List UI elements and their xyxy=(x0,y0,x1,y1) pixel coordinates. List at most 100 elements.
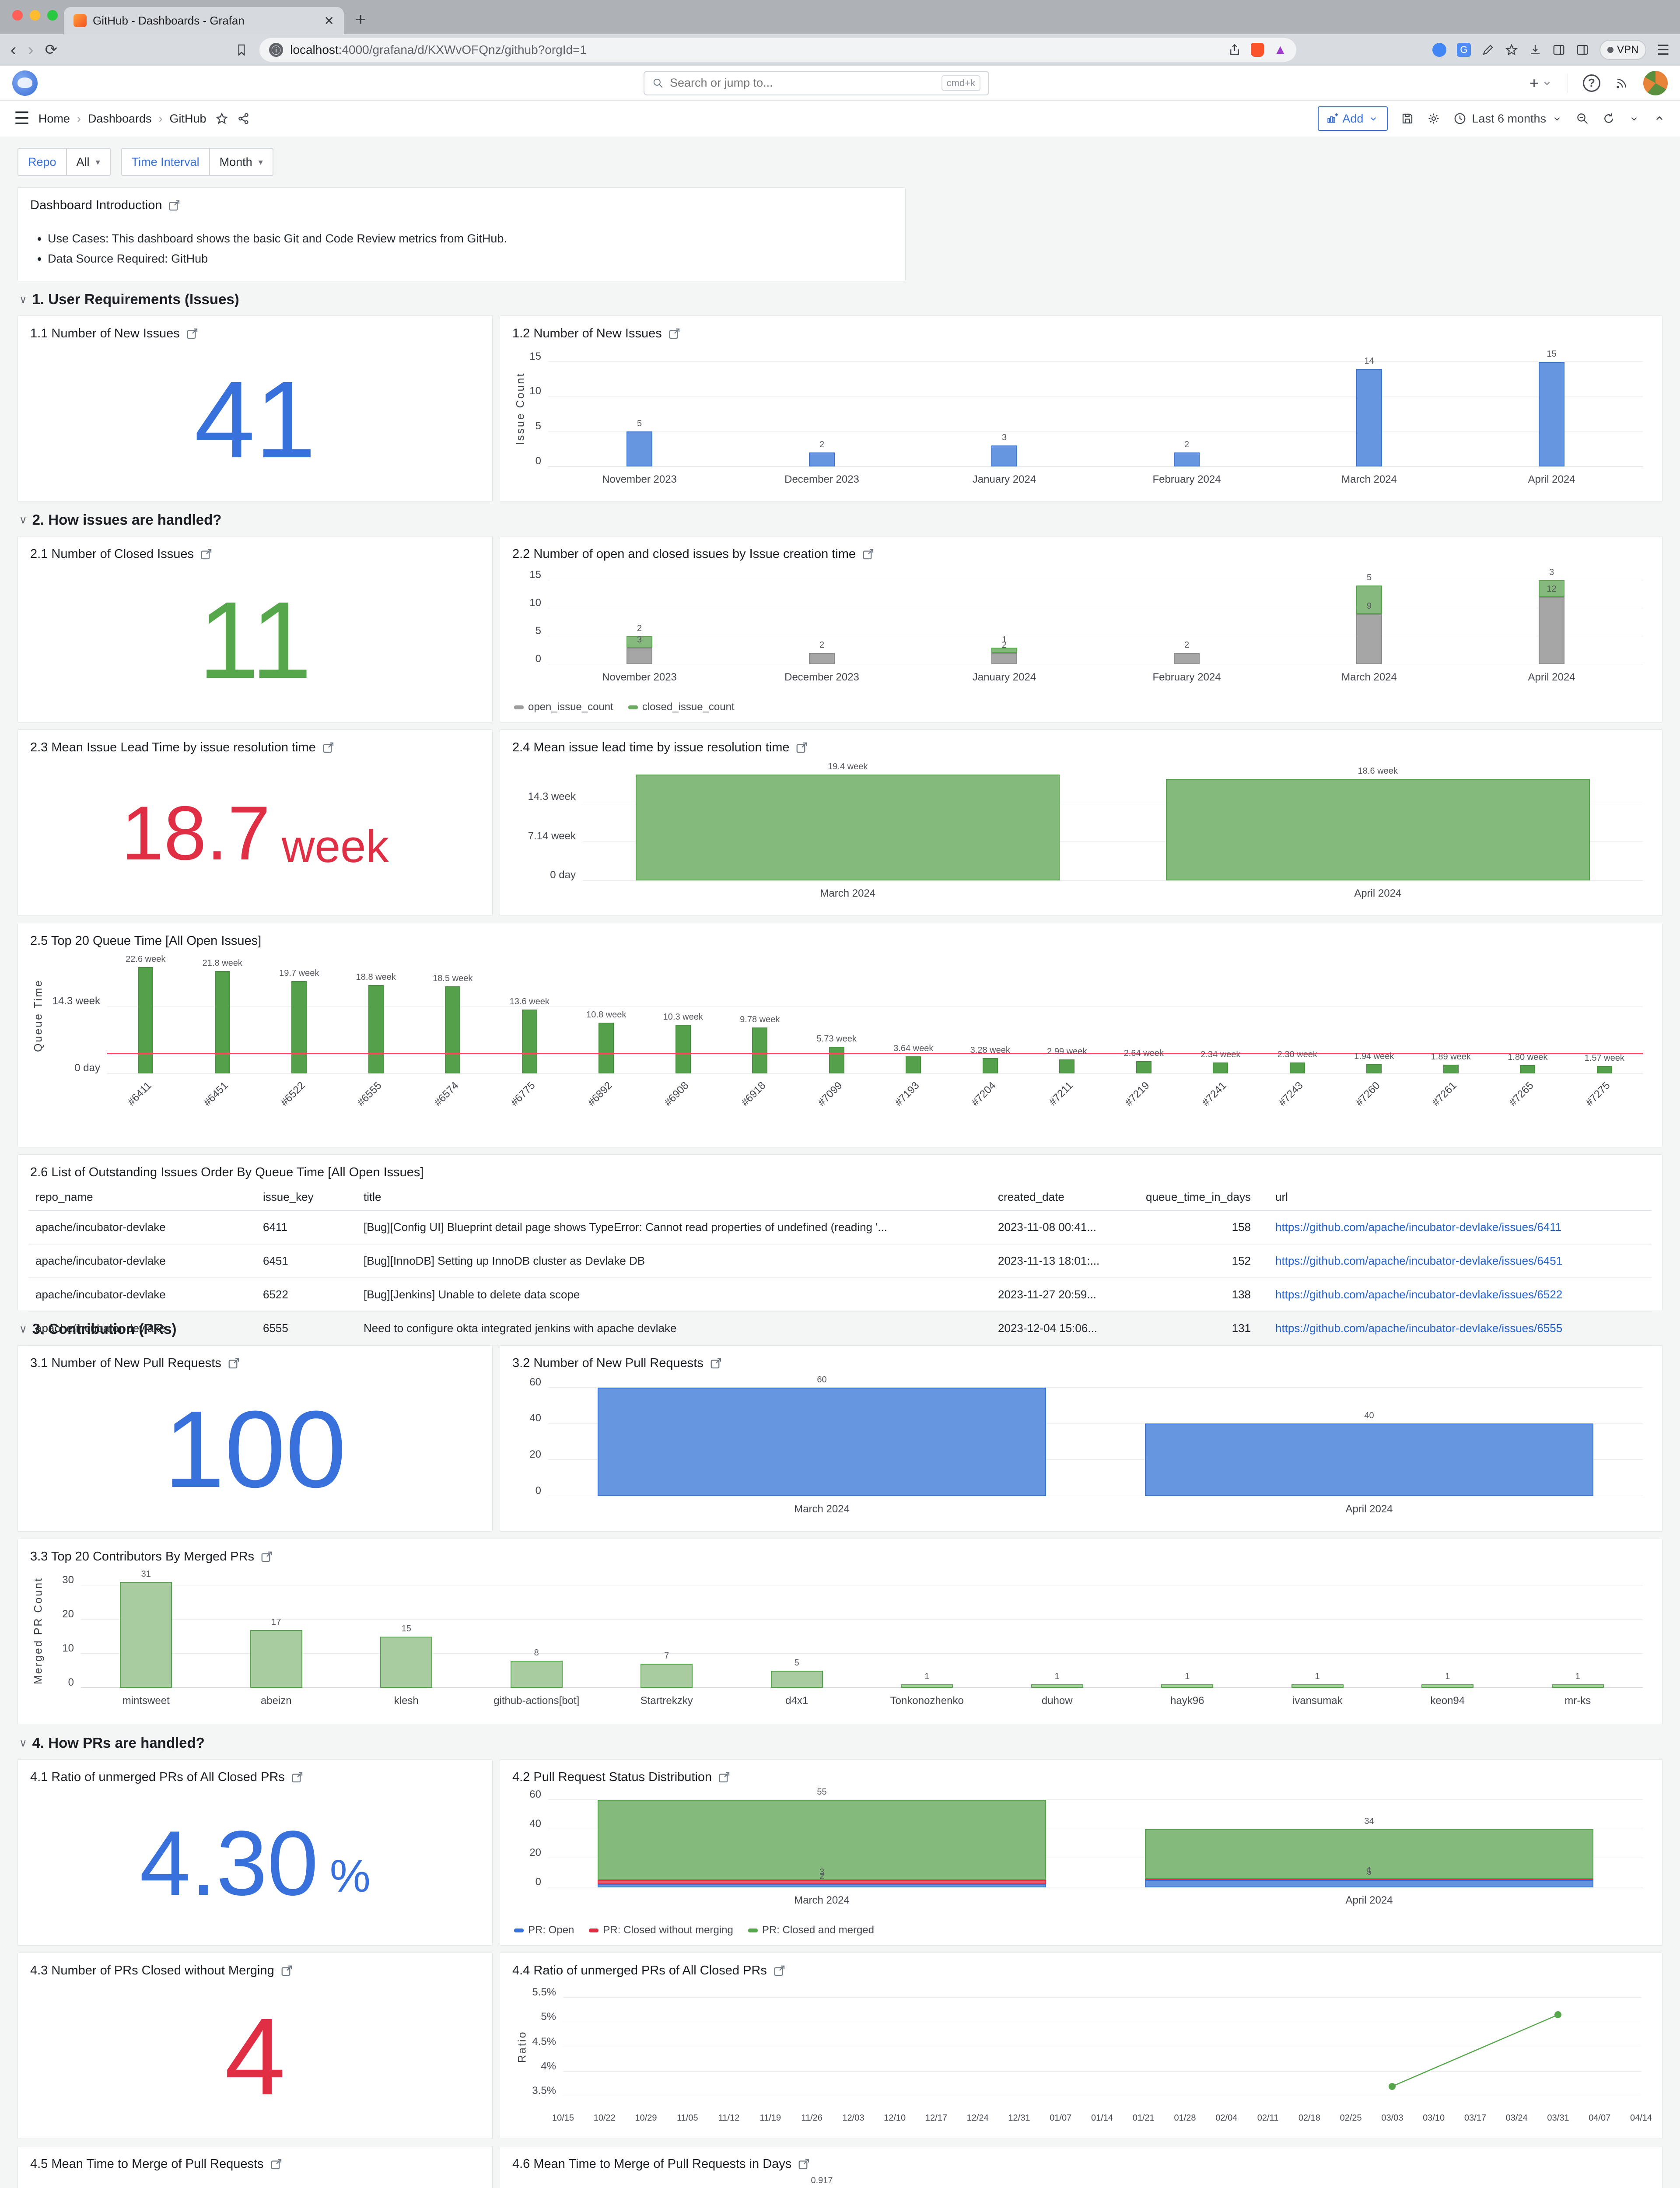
panel-title[interactable]: 2.2 Number of open and closed issues by … xyxy=(511,544,1652,566)
new-menu-button[interactable]: + xyxy=(1530,74,1553,92)
external-link-icon[interactable] xyxy=(795,741,808,754)
legend-item[interactable]: PR: Closed and merged xyxy=(748,1924,874,1936)
panel-title[interactable]: 2.3 Mean Issue Lead Time by issue resolu… xyxy=(28,738,482,759)
extension-triangle-icon[interactable]: ▲ xyxy=(1274,42,1287,57)
panel-title[interactable]: 2.5 Top 20 Queue Time [All Open Issues] xyxy=(30,934,262,948)
panel-title[interactable]: 2.4 Mean issue lead time by issue resolu… xyxy=(511,738,1652,759)
panel-title[interactable]: 1.1 Number of New Issues xyxy=(28,324,482,345)
news-icon[interactable] xyxy=(1615,77,1628,90)
breadcrumb-github[interactable]: GitHub xyxy=(169,112,206,125)
breadcrumb-home[interactable]: Home xyxy=(38,112,70,125)
bar-chart-queue-time: 22.6 week 21.8 week 19.7 week 18.8 week 18.5… xyxy=(28,953,1652,1139)
issue-link[interactable]: https://github.com/apache/incubator-devl… xyxy=(1275,1322,1563,1335)
bar-segment xyxy=(640,1664,693,1688)
variable-repo-label: Repo xyxy=(18,148,66,176)
grafana-logo[interactable] xyxy=(12,70,38,96)
panel-title[interactable]: 2.1 Number of Closed Issues xyxy=(28,544,482,566)
variable-repo-select[interactable]: All ▾ xyxy=(66,148,111,176)
legend-item[interactable]: closed_issue_count xyxy=(628,701,735,713)
time-range-picker[interactable]: Last 6 months xyxy=(1453,112,1563,126)
variable-interval-select[interactable]: Month ▾ xyxy=(209,148,273,176)
panel-title[interactable]: 4.1 Ratio of unmerged PRs of All Closed … xyxy=(28,1767,482,1789)
external-link-icon[interactable] xyxy=(228,1357,241,1370)
close-window-button[interactable] xyxy=(12,10,23,21)
save-dashboard-icon[interactable] xyxy=(1401,112,1414,125)
panel-title[interactable]: 1.2 Number of New Issues xyxy=(511,324,1652,345)
address-bar[interactable]: ⓘ localhost:4000/grafana/d/KXWvOFQnz/git… xyxy=(259,38,1297,62)
zoom-out-icon[interactable] xyxy=(1576,112,1589,125)
refresh-icon[interactable] xyxy=(1602,112,1615,125)
share-page-icon[interactable] xyxy=(1228,43,1241,56)
site-info-icon[interactable]: ⓘ xyxy=(269,43,284,57)
dashboard-settings-icon[interactable] xyxy=(1427,112,1440,125)
forward-icon[interactable]: › xyxy=(28,40,34,60)
issue-link[interactable]: https://github.com/apache/incubator-devl… xyxy=(1275,1220,1562,1234)
panel-title[interactable]: 4.3 Number of PRs Closed without Merging xyxy=(28,1961,482,1982)
reload-icon[interactable]: ⟳ xyxy=(45,42,58,58)
browser-menu-icon[interactable]: ☰ xyxy=(1657,42,1670,58)
avatar[interactable] xyxy=(1643,70,1668,95)
favorite-star-icon[interactable] xyxy=(215,112,228,125)
table-header-row[interactable]: repo_name issue_key title created_date q… xyxy=(28,1184,1652,1211)
external-link-icon[interactable] xyxy=(168,199,181,212)
section-4-header[interactable]: ∨ 4. How PRs are handled? xyxy=(19,1735,205,1751)
extension-icon[interactable] xyxy=(1432,43,1446,57)
download-icon[interactable] xyxy=(1529,43,1542,56)
sidebar-icon[interactable] xyxy=(1552,43,1565,56)
menu-toggle-icon[interactable]: ☰ xyxy=(14,109,30,128)
external-link-icon[interactable] xyxy=(280,1964,294,1978)
panel-title[interactable]: 2.6 List of Outstanding Issues Order By … xyxy=(30,1165,424,1179)
section-2-header[interactable]: ∨ 2. How issues are handled? xyxy=(19,512,222,528)
new-tab-button[interactable]: + xyxy=(355,9,366,29)
external-link-icon[interactable] xyxy=(773,1964,786,1978)
stat-value: 11 xyxy=(198,579,312,701)
help-icon[interactable]: ? xyxy=(1583,74,1600,92)
minimize-window-button[interactable] xyxy=(30,10,40,21)
back-icon[interactable]: ‹ xyxy=(10,40,17,60)
breadcrumb-dashboards[interactable]: Dashboards xyxy=(88,112,152,125)
external-link-icon[interactable] xyxy=(270,2158,283,2171)
search-input[interactable] xyxy=(670,76,935,90)
legend-item[interactable]: PR: Closed without merging xyxy=(589,1924,733,1936)
pen-extension-icon[interactable] xyxy=(1481,43,1494,56)
panel-title[interactable]: 4.5 Mean Time to Merge of Pull Requests xyxy=(28,2154,482,2176)
external-link-icon[interactable] xyxy=(200,548,213,561)
collapse-toolbar-icon[interactable] xyxy=(1653,112,1666,125)
panel-title[interactable]: 3.3 Top 20 Contributors By Merged PRs xyxy=(28,1547,1652,1568)
panel-title[interactable]: 4.6 Mean Time to Merge of Pull Requests … xyxy=(511,2154,1652,2176)
external-link-icon[interactable] xyxy=(668,327,681,340)
brave-shield-icon[interactable] xyxy=(1251,43,1264,57)
translate-extension-icon[interactable]: G xyxy=(1456,43,1471,57)
issue-link[interactable]: https://github.com/apache/incubator-devl… xyxy=(1275,1254,1563,1267)
bookmark-icon[interactable] xyxy=(235,43,248,56)
external-link-icon[interactable] xyxy=(186,327,199,340)
share-dashboard-icon[interactable] xyxy=(237,112,250,125)
external-link-icon[interactable] xyxy=(718,1771,731,1784)
panel-title[interactable]: 4.4 Ratio of unmerged PRs of All Closed … xyxy=(511,1961,1652,1982)
refresh-interval-chevron-icon[interactable] xyxy=(1628,113,1640,124)
panel-title[interactable]: 4.2 Pull Request Status Distribution xyxy=(511,1767,1652,1789)
reading-list-icon[interactable] xyxy=(1576,43,1589,56)
add-button[interactable]: Add xyxy=(1318,106,1388,131)
window-controls[interactable] xyxy=(8,0,64,34)
external-link-icon[interactable] xyxy=(291,1771,304,1784)
panel-title[interactable]: 3.2 Number of New Pull Requests xyxy=(511,1353,1652,1375)
external-link-icon[interactable] xyxy=(862,548,875,561)
search-box[interactable]: cmd+k xyxy=(644,70,989,95)
issue-link[interactable]: https://github.com/apache/incubator-devl… xyxy=(1275,1288,1563,1301)
legend-item[interactable]: PR: Open xyxy=(514,1924,574,1936)
browser-tab[interactable]: GitHub - Dashboards - Grafan ✕ xyxy=(64,7,344,34)
external-link-icon[interactable] xyxy=(798,2158,811,2171)
external-link-icon[interactable] xyxy=(710,1357,723,1370)
legend-item[interactable]: open_issue_count xyxy=(514,701,613,713)
vpn-badge[interactable]: VPN xyxy=(1599,40,1647,60)
external-link-icon[interactable] xyxy=(260,1550,273,1564)
panel-title[interactable]: Dashboard Introduction xyxy=(28,196,895,217)
section-1-header[interactable]: ∨ 1. User Requirements (Issues) xyxy=(19,291,239,307)
maximize-window-button[interactable] xyxy=(47,10,58,21)
external-link-icon[interactable] xyxy=(322,741,335,754)
tab-close-icon[interactable]: ✕ xyxy=(324,14,334,28)
panel-title[interactable]: 3.1 Number of New Pull Requests xyxy=(28,1353,482,1375)
bar-segment xyxy=(598,1023,614,1073)
star-extension-icon[interactable] xyxy=(1505,43,1518,56)
